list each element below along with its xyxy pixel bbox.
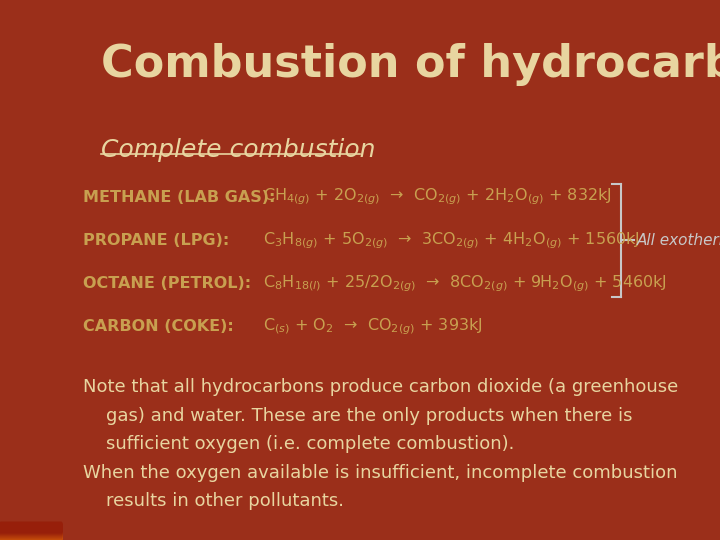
Bar (0, 529, 61, 537)
Bar (0, 526, 61, 535)
Bar (0, 528, 61, 536)
Bar (0, 525, 61, 534)
Bar (0, 529, 61, 538)
Bar (0, 525, 61, 534)
Bar (0, 529, 61, 538)
Bar (0, 523, 61, 531)
Bar (0, 523, 61, 532)
Bar (0, 530, 61, 539)
Bar (0, 531, 61, 539)
Text: C$_8$H$_{18(l)}$ + 25/2O$_{2(g)}$  →  8CO$_{2(g)}$ + 9H$_2$O$_{(g)}$ + 5460kJ: C$_8$H$_{18(l)}$ + 25/2O$_{2(g)}$ → 8CO$… (263, 273, 667, 294)
Text: Combustion of hydrocarbons: Combustion of hydrocarbons (101, 43, 720, 86)
Bar (0, 531, 61, 540)
Bar (0, 525, 61, 534)
Bar (0, 524, 61, 533)
Bar (0, 522, 61, 531)
Bar (0, 523, 61, 531)
Bar (0, 527, 61, 536)
Bar (0, 522, 61, 531)
Bar (0, 530, 61, 539)
Bar (0, 524, 61, 534)
Bar (0, 525, 61, 535)
Bar (0, 526, 61, 535)
Text: When the oxygen available is insufficient, incomplete combustion: When the oxygen available is insufficien… (83, 464, 678, 482)
Bar (0, 526, 61, 536)
Text: CARBON (COKE):: CARBON (COKE): (83, 319, 233, 334)
Bar (0, 525, 61, 535)
Bar (0, 529, 61, 538)
Bar (0, 524, 61, 533)
Bar (0, 526, 61, 535)
Bar (0, 528, 61, 537)
Bar (0, 527, 61, 536)
Bar (0, 530, 61, 539)
Bar (0, 531, 61, 540)
Text: C$_3$H$_{8(g)}$ + 5O$_{2(g)}$  →  3CO$_{2(g)}$ + 4H$_2$O$_{(g)}$ + 1560kJ: C$_3$H$_{8(g)}$ + 5O$_{2(g)}$ → 3CO$_{2(… (263, 230, 639, 251)
Text: PROPANE (LPG):: PROPANE (LPG): (83, 233, 229, 248)
Bar (0, 530, 61, 539)
Text: results in other pollutants.: results in other pollutants. (83, 492, 344, 510)
Bar (0, 524, 61, 532)
Bar (0, 528, 61, 537)
Bar (0, 529, 61, 538)
Bar (0, 523, 61, 532)
Text: All exothermic: All exothermic (636, 233, 720, 248)
Bar (0, 527, 61, 536)
Bar (0, 530, 61, 539)
Bar (0, 528, 61, 537)
Bar (0, 530, 61, 539)
Bar (0, 526, 61, 536)
Text: Complete combustion: Complete combustion (101, 138, 375, 161)
Bar (0, 529, 61, 538)
Bar (0, 528, 61, 537)
Bar (0, 523, 61, 532)
Bar (0, 525, 61, 534)
Bar (0, 523, 61, 532)
Bar (0, 528, 61, 537)
Text: C$_{(s)}$ + O$_2$  →  CO$_{2(g)}$ + 393kJ: C$_{(s)}$ + O$_2$ → CO$_{2(g)}$ + 393kJ (263, 316, 482, 337)
Text: OCTANE (PETROL):: OCTANE (PETROL): (83, 276, 251, 291)
Bar (0, 524, 61, 533)
Text: CH$_{4(g)}$ + 2O$_{2(g)}$  →  CO$_{2(g)}$ + 2H$_2$O$_{(g)}$ + 832kJ: CH$_{4(g)}$ + 2O$_{2(g)}$ → CO$_{2(g)}$ … (263, 187, 611, 207)
Bar (0, 530, 61, 538)
Bar (0, 524, 61, 534)
Bar (0, 530, 61, 539)
Bar (0, 523, 61, 532)
Bar (0, 528, 61, 537)
Text: Note that all hydrocarbons produce carbon dioxide (a greenhouse: Note that all hydrocarbons produce carbo… (83, 378, 678, 396)
Bar (0, 526, 61, 535)
Bar (0, 524, 61, 534)
Bar (0, 526, 61, 535)
Bar (0, 527, 61, 536)
Bar (0, 529, 61, 538)
Text: sufficient oxygen (i.e. complete combustion).: sufficient oxygen (i.e. complete combust… (83, 435, 514, 453)
Text: METHANE (LAB GAS):: METHANE (LAB GAS): (83, 190, 275, 205)
Bar (0, 523, 61, 532)
Text: gas) and water. These are the only products when there is: gas) and water. These are the only produ… (83, 407, 632, 424)
Bar (0, 525, 61, 534)
